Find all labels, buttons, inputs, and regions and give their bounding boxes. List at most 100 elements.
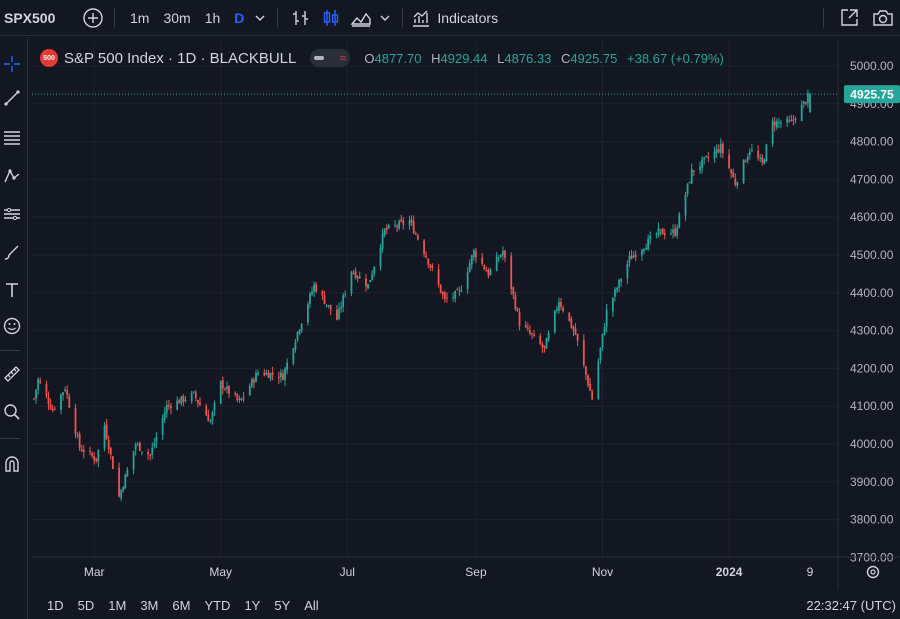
candle-body: [597, 361, 600, 399]
brush-tool[interactable]: [0, 239, 24, 265]
interval-dropdown-button[interactable]: [251, 4, 269, 32]
candle-body: [74, 407, 77, 435]
candle-body: [809, 94, 811, 113]
bars-style-button[interactable]: [286, 4, 316, 32]
candle-body: [292, 348, 295, 364]
candle-body: [516, 308, 519, 312]
candle-body: [76, 434, 79, 436]
candle-body: [51, 408, 54, 411]
candle-body: [510, 256, 513, 289]
top-toolbar: SPX500 1m 30m 1h D Indicators: [0, 0, 900, 36]
high-key: H: [431, 50, 441, 66]
range-ytd[interactable]: YTD: [204, 598, 231, 613]
candle-body: [429, 264, 432, 268]
candle-body: [518, 311, 521, 327]
candle-body: [82, 450, 85, 453]
range-6m[interactable]: 6M: [172, 598, 191, 613]
candle-body: [657, 228, 660, 235]
candle-body: [236, 394, 239, 400]
candle-body: [356, 276, 359, 278]
candle-body: [678, 213, 681, 228]
candle-body: [759, 158, 762, 160]
chart-pane[interactable]: 5000.00 4900.00 4800.00 4700.00 4600.00 4500.…: [32, 40, 900, 590]
candle-body: [686, 183, 689, 195]
range-1d[interactable]: 1D: [47, 598, 64, 613]
range-5y[interactable]: 5Y: [274, 598, 291, 613]
interval-1h[interactable]: 1h: [204, 9, 221, 26]
candle-body: [591, 390, 594, 400]
candles-style-button[interactable]: [316, 4, 346, 32]
projection-tool[interactable]: [0, 201, 24, 227]
range-3m[interactable]: 3M: [140, 598, 159, 613]
toolbar-divider: [0, 438, 20, 439]
candle-body: [39, 380, 42, 383]
crosshair-tool[interactable]: [0, 51, 24, 77]
candle-body: [761, 157, 764, 163]
candle-body: [800, 104, 803, 122]
zoom-tool[interactable]: [0, 399, 24, 425]
candle-body: [64, 389, 67, 391]
price-tick-label: 4700.00: [850, 172, 894, 186]
candle-body: [757, 151, 760, 158]
candle-body: [410, 219, 413, 223]
interval-30m[interactable]: 30m: [163, 9, 191, 26]
candle-body: [574, 328, 577, 335]
low-value: 4876.33: [504, 50, 552, 66]
legend-toggle-button[interactable]: ≈: [310, 49, 351, 67]
price-tick-label: 5000.00: [850, 59, 894, 73]
toolbar-divider: [277, 7, 279, 28]
pattern-tool[interactable]: [0, 163, 24, 189]
candle-body: [402, 220, 405, 225]
fullscreen-button[interactable]: [832, 4, 866, 32]
add-symbol-button[interactable]: [80, 4, 106, 32]
range-1y[interactable]: 1Y: [244, 598, 261, 613]
candle-body: [802, 101, 805, 104]
candle-body: [151, 447, 154, 456]
magnet-tool[interactable]: [0, 451, 24, 477]
range-all[interactable]: All: [304, 598, 319, 613]
indicators-label: Indicators: [437, 9, 499, 26]
candle-body: [184, 399, 187, 401]
range-1m[interactable]: 1M: [108, 598, 127, 613]
candle-body: [408, 220, 411, 226]
snapshot-button[interactable]: [866, 4, 900, 32]
candle-body: [385, 227, 388, 230]
trend-line-tool[interactable]: [0, 85, 24, 111]
range-5d[interactable]: 5D: [77, 598, 95, 613]
interval-1d[interactable]: D: [234, 9, 245, 26]
candle-body: [197, 400, 199, 403]
candle-body: [582, 339, 585, 366]
axis-settings-icon[interactable]: [866, 565, 880, 579]
candle-body: [765, 144, 768, 161]
candle-body: [66, 389, 69, 396]
price-chart[interactable]: 5000.004900.004800.004700.004600.004500.…: [32, 40, 900, 590]
text-tool[interactable]: [0, 277, 24, 303]
chart-type-dropdown-button[interactable]: [376, 4, 394, 32]
candle-body: [416, 235, 419, 240]
candle-body: [692, 170, 695, 172]
price-tick-label: 4400.00: [850, 286, 894, 300]
candle-body: [771, 120, 774, 144]
candle-body: [300, 323, 303, 331]
candle-body: [338, 308, 340, 319]
symbol-search[interactable]: SPX500: [4, 9, 56, 26]
candle-body: [147, 451, 150, 455]
emoji-tool[interactable]: [0, 313, 24, 339]
candle-body: [284, 368, 286, 381]
candle-body: [502, 251, 504, 256]
indicators-button[interactable]: Indicators: [411, 4, 504, 32]
interval-1m[interactable]: 1m: [130, 9, 150, 26]
candle-body: [296, 332, 299, 341]
candle-body: [327, 305, 330, 307]
utc-clock[interactable]: 22:32:47 (UTC): [806, 598, 896, 613]
area-style-button[interactable]: [346, 4, 376, 32]
series-title[interactable]: S&P 500 Index · 1D · BLACKBULL: [64, 49, 297, 67]
candle-body: [655, 233, 658, 235]
candle-body: [412, 221, 415, 234]
measure-tool[interactable]: [0, 361, 24, 387]
candle-body: [379, 248, 382, 267]
candle-body: [620, 279, 623, 282]
smiley-icon: [3, 317, 21, 335]
fib-tool[interactable]: [0, 125, 24, 151]
text-icon: [6, 283, 18, 297]
